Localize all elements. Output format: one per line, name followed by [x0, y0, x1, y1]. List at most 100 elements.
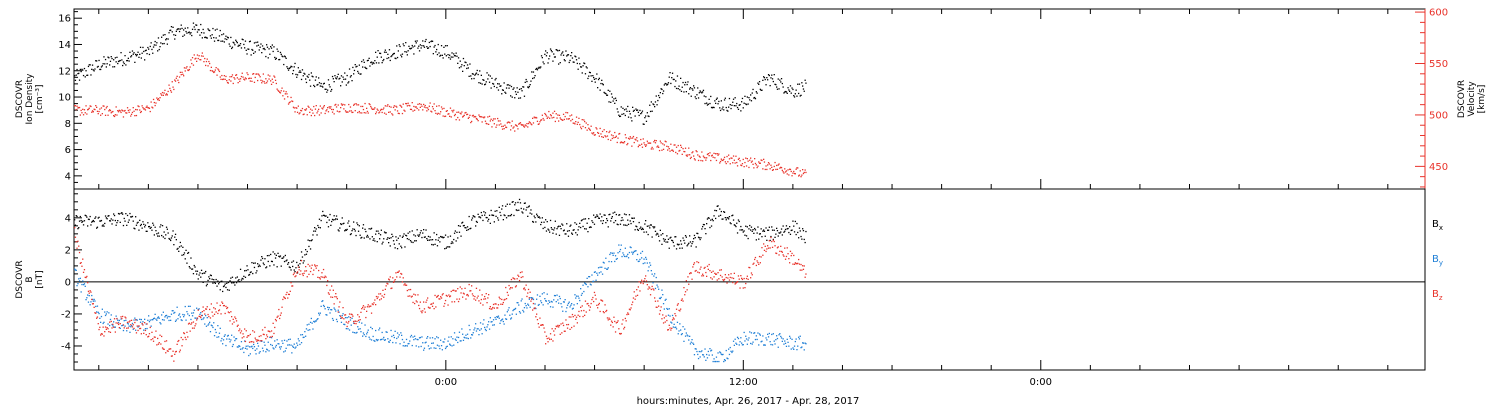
top-right-point: [612, 135, 614, 137]
bottom-bx-point: [565, 233, 567, 235]
bottom-by-point: [784, 342, 787, 344]
top-right-point: [560, 118, 562, 120]
bottom-bx-point: [465, 227, 467, 229]
top-left-point: [551, 51, 553, 53]
bottom-bz-point: [98, 328, 100, 331]
bottom-by-point: [615, 258, 617, 260]
bottom-by-point: [256, 348, 258, 350]
bottom-bz-point: [103, 335, 105, 337]
top-right-point: [109, 109, 112, 112]
top-left-point: [345, 84, 347, 86]
bottom-by-point: [375, 338, 378, 341]
bottom-bz-point: [620, 332, 622, 335]
bottom-bz-point: [421, 312, 423, 314]
bottom-bx-point: [239, 268, 242, 270]
bottom-bx-point: [488, 214, 491, 216]
bottom-by-point: [296, 342, 298, 344]
top-left-point: [143, 50, 145, 53]
top-left-point: [161, 43, 164, 45]
bottom-bz-point: [239, 328, 241, 330]
bottom-by-point: [659, 297, 661, 300]
top-right-point: [256, 73, 258, 75]
top-right-ylabel: DSCOVR Velocity [km/s]: [1457, 80, 1487, 118]
bottom-bx-point: [767, 229, 770, 231]
bottom-by-point: [743, 331, 745, 334]
bottom-bz-point: [789, 250, 792, 252]
bottom-by-point: [587, 286, 589, 288]
bottom-bz-point: [457, 288, 459, 290]
bottom-by-point: [427, 345, 430, 347]
bottom-bz-point: [196, 317, 199, 319]
bottom-bx-point: [318, 226, 320, 229]
bottom-by-point: [647, 270, 649, 272]
top-right-point: [623, 142, 625, 144]
bottom-bx-point: [195, 270, 197, 272]
bottom-bz-point: [593, 291, 596, 294]
bottom-bx-point: [144, 224, 147, 226]
bottom-bz-point: [115, 322, 117, 324]
top-right-point: [509, 122, 511, 124]
bottom-by-point: [409, 336, 412, 338]
top-left-point: [756, 92, 758, 94]
top-right-point: [734, 162, 736, 164]
bottom-bx-point: [281, 257, 283, 259]
bottom-bz-point: [353, 322, 356, 325]
top-left-point: [479, 70, 481, 72]
bottom-bx-point: [515, 209, 517, 211]
bottom-bz-point: [737, 275, 740, 277]
bottom-bz-point: [490, 308, 492, 310]
bottom-bz-point: [78, 251, 81, 254]
top-left-point: [455, 52, 457, 54]
bottom-bx-point: [496, 210, 498, 212]
top-right-point: [690, 156, 692, 158]
top-right-point: [778, 163, 780, 165]
bottom-by-point: [351, 317, 353, 319]
bottom-bx-point: [291, 261, 293, 263]
top-right-point: [710, 155, 713, 157]
bottom-bz-point: [525, 284, 527, 286]
top-left-point: [205, 37, 208, 39]
top-right-point: [640, 138, 642, 141]
bottom-bx-point: [486, 217, 488, 219]
bottom-bz-point: [176, 343, 178, 345]
bottom-bz-point: [198, 315, 200, 317]
bottom-by-point: [454, 338, 456, 340]
bottom-bz-point: [387, 283, 389, 285]
top-right-point: [300, 110, 303, 112]
top-right-point: [463, 114, 465, 116]
bottom-bz-point: [562, 322, 564, 324]
top-left-point: [571, 57, 574, 59]
top-left-point: [667, 83, 669, 85]
top-left-point: [257, 41, 259, 43]
bottom-bz-point: [725, 276, 727, 279]
bottom-by-point: [300, 334, 302, 336]
bottom-bz-point: [570, 316, 572, 318]
top-left-point: [88, 64, 90, 66]
top-right-point: [662, 143, 664, 145]
top-right-point: [130, 113, 133, 115]
top-right-point: [645, 144, 648, 146]
bottom-bx-point: [79, 215, 81, 218]
top-right-point: [289, 101, 291, 103]
bottom-bx-point: [501, 208, 503, 210]
bottom-bx-point: [773, 229, 775, 231]
bottom-by-point: [585, 283, 587, 286]
bottom-by-point: [444, 347, 447, 350]
bottom-by-point: [414, 335, 416, 337]
bottom-by-point: [201, 314, 203, 317]
bottom-bz-point: [314, 264, 316, 266]
bottom-by-point: [307, 329, 309, 331]
bottom-bz-point: [206, 306, 208, 308]
top-right-point: [537, 123, 539, 125]
bottom-bz-point: [684, 291, 687, 293]
top-right-point: [729, 163, 731, 165]
top-left-point: [646, 112, 648, 114]
top-right-point: [761, 159, 763, 162]
bottom-bz-point: [370, 305, 372, 307]
bottom-by-point: [599, 266, 601, 268]
bottom-by-point: [616, 257, 618, 260]
top-left-point: [220, 40, 222, 42]
bottom-bz-point: [74, 227, 76, 229]
top-left-point: [577, 68, 579, 70]
top-left-point: [785, 91, 788, 93]
